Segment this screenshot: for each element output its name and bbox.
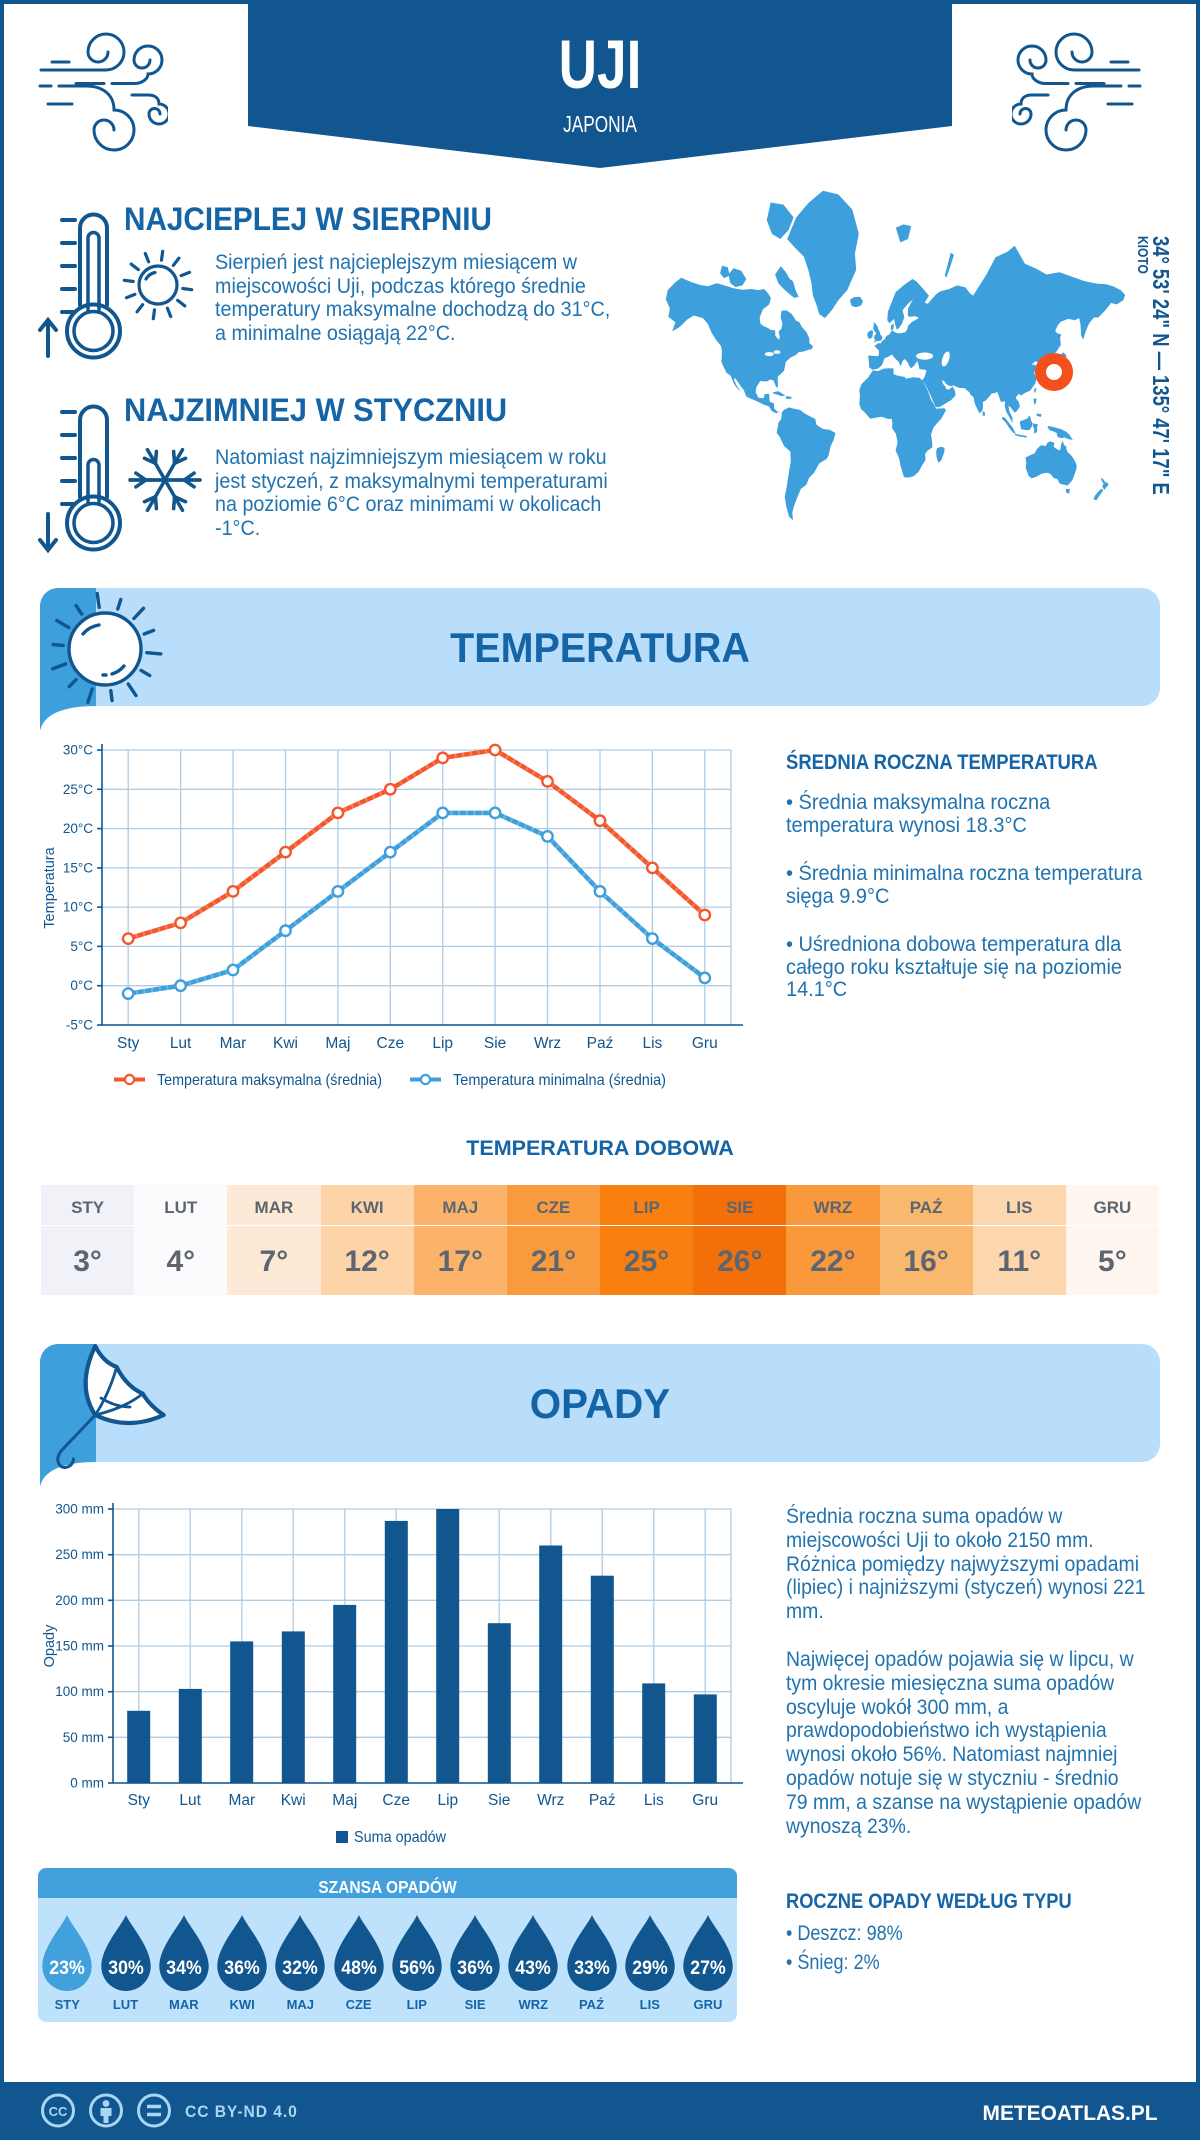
svg-text:250 mm: 250 mm xyxy=(55,1547,104,1562)
svg-text:Paź: Paź xyxy=(587,1035,614,1052)
svg-text:Wrz: Wrz xyxy=(534,1035,561,1052)
svg-text:Temperatura minimalna (średnia: Temperatura minimalna (średnia) xyxy=(453,1072,666,1089)
svg-text:300 mm: 300 mm xyxy=(55,1502,104,1517)
svg-text:-5°C: -5°C xyxy=(66,1018,93,1033)
svg-text:Cze: Cze xyxy=(382,1792,410,1809)
svg-text:150 mm: 150 mm xyxy=(55,1639,104,1654)
svg-text:Lut: Lut xyxy=(179,1792,201,1809)
svg-text:20°C: 20°C xyxy=(63,821,93,836)
svg-text:50 mm: 50 mm xyxy=(63,1730,104,1745)
svg-text:Wrz: Wrz xyxy=(537,1792,564,1809)
svg-text:200 mm: 200 mm xyxy=(55,1593,104,1608)
svg-text:15°C: 15°C xyxy=(63,860,93,875)
svg-text:Mar: Mar xyxy=(228,1792,255,1809)
svg-text:0°C: 0°C xyxy=(70,978,93,993)
svg-text:Maj: Maj xyxy=(325,1035,350,1052)
svg-text:Kwi: Kwi xyxy=(281,1792,306,1809)
svg-text:Temperatura maksymalna (średni: Temperatura maksymalna (średnia) xyxy=(157,1072,382,1089)
svg-text:25°C: 25°C xyxy=(63,782,93,797)
svg-text:Gru: Gru xyxy=(692,1035,718,1052)
svg-text:Maj: Maj xyxy=(332,1792,357,1809)
svg-text:Lip: Lip xyxy=(432,1035,453,1052)
svg-text:Lip: Lip xyxy=(437,1792,458,1809)
svg-text:Lis: Lis xyxy=(642,1035,662,1052)
svg-text:Sie: Sie xyxy=(488,1792,510,1809)
svg-text:0 mm: 0 mm xyxy=(70,1776,104,1791)
svg-text:100 mm: 100 mm xyxy=(55,1684,104,1699)
svg-text:Gru: Gru xyxy=(692,1792,718,1809)
svg-text:Suma opadów: Suma opadów xyxy=(354,1829,446,1846)
svg-text:Sty: Sty xyxy=(128,1792,151,1809)
svg-text:Lut: Lut xyxy=(170,1035,192,1052)
svg-text:Sty: Sty xyxy=(117,1035,140,1052)
svg-text:30°C: 30°C xyxy=(63,743,93,758)
svg-text:Temperatura: Temperatura xyxy=(42,846,58,928)
svg-text:Mar: Mar xyxy=(220,1035,247,1052)
svg-text:Lis: Lis xyxy=(644,1792,664,1809)
svg-text:5°C: 5°C xyxy=(70,939,93,954)
svg-text:Paź: Paź xyxy=(589,1792,616,1809)
svg-text:Cze: Cze xyxy=(377,1035,405,1052)
svg-text:10°C: 10°C xyxy=(63,900,93,915)
svg-text:Sie: Sie xyxy=(484,1035,506,1052)
svg-text:Opady: Opady xyxy=(42,1624,58,1667)
svg-text:Kwi: Kwi xyxy=(273,1035,298,1052)
svg-text:CC: CC xyxy=(49,2104,68,2119)
